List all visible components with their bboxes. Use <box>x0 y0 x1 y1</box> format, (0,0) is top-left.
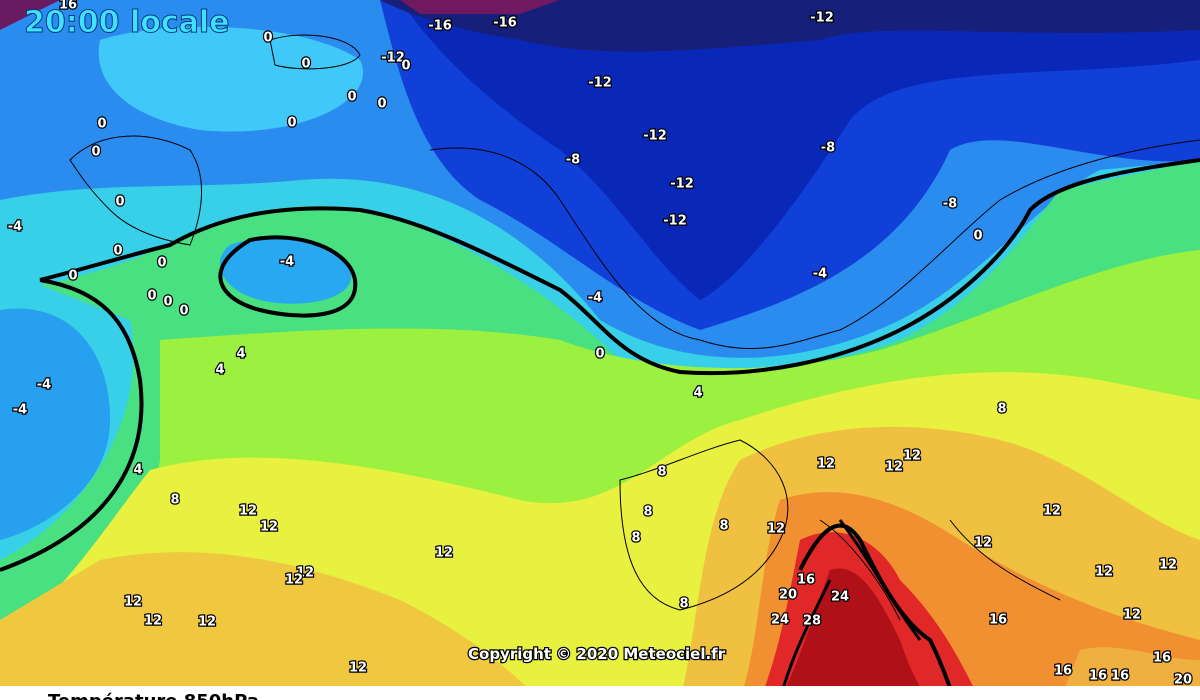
contour-label: 12 <box>903 449 921 464</box>
contour-label: 0 <box>377 97 386 112</box>
contour-label: 12 <box>260 520 278 535</box>
contour-label: 0 <box>163 295 172 310</box>
contour-label: 16 <box>59 0 77 13</box>
contour-label: 16 <box>1089 669 1107 684</box>
contour-label: 4 <box>133 463 142 478</box>
contour-label: 4 <box>693 386 702 401</box>
contour-label: -4 <box>37 378 51 393</box>
contour-label: -8 <box>943 197 957 212</box>
contour-label: 24 <box>831 590 849 605</box>
contour-label: 8 <box>643 505 652 520</box>
contour-label: 0 <box>347 90 356 105</box>
contour-label: -12 <box>670 177 694 192</box>
contour-label: 8 <box>719 519 728 534</box>
contour-label: 0 <box>401 59 410 74</box>
contour-label: 0 <box>91 145 100 160</box>
contour-label: 12 <box>817 457 835 472</box>
contour-label: 20 <box>1174 673 1192 688</box>
contour-label: 0 <box>147 289 156 304</box>
contour-label: -12 <box>588 76 612 91</box>
contour-label: 12 <box>124 595 142 610</box>
contour-label: 28 <box>803 614 821 629</box>
contour-label: -16 <box>428 19 452 34</box>
contour-label: 16 <box>797 573 815 588</box>
contour-label: 16 <box>1054 664 1072 679</box>
contour-label: 8 <box>997 402 1006 417</box>
footer-title: Température 850hPa <box>48 691 259 700</box>
contour-label: -12 <box>810 11 834 26</box>
contour-label: 12 <box>198 615 216 630</box>
contour-label: 0 <box>97 117 106 132</box>
contour-label: 8 <box>657 465 666 480</box>
contour-label: 16 <box>989 613 1007 628</box>
contour-label: 0 <box>179 304 188 319</box>
contour-label: 8 <box>170 493 179 508</box>
contour-label: 0 <box>287 116 296 131</box>
zero-isotherm <box>0 158 1200 700</box>
contour-label: 12 <box>974 536 992 551</box>
contour-label: 0 <box>68 269 77 284</box>
contour-label: 0 <box>157 256 166 271</box>
contour-label: -16 <box>493 16 517 31</box>
contour-label: 12 <box>296 566 314 581</box>
contour-label: 12 <box>767 522 785 537</box>
contour-label: 16 <box>1111 669 1129 684</box>
contour-label: -12 <box>381 51 405 66</box>
contour-label: -12 <box>643 129 667 144</box>
contour-label: 12 <box>349 661 367 676</box>
contour-label: 12 <box>1159 558 1177 573</box>
contour-label: -4 <box>588 291 602 306</box>
contour-label: 0 <box>595 347 604 362</box>
contour-label: 4 <box>215 363 224 378</box>
contour-label: 12 <box>435 546 453 561</box>
contour-label: 0 <box>115 195 124 210</box>
contour-label: 16 <box>1153 651 1171 666</box>
contour-label: 12 <box>1095 565 1113 580</box>
contour-label: 8 <box>631 531 640 546</box>
contour-label: 8 <box>679 597 688 612</box>
contour-label: 0 <box>301 57 310 72</box>
contour-label: 12 <box>239 504 257 519</box>
contour-label: -8 <box>566 153 580 168</box>
copyright: Copyright © 2020 Meteociel.fr <box>468 645 726 663</box>
contour-label: 12 <box>1123 608 1141 623</box>
contour-label: 12 <box>285 573 303 588</box>
contour-labels: 16 -16 -16 -12 -12 -12 -12 -12 -12 -8 -8 -8 -4 -4 -4 -4… <box>7 0 1194 689</box>
contour-label: 20 <box>779 588 797 603</box>
footer-band <box>0 686 1200 700</box>
contour-label: 0 <box>113 244 122 259</box>
contour-label: 4 <box>236 347 245 362</box>
contour-label: 12 <box>885 460 903 475</box>
contour-label: 24 <box>771 613 789 628</box>
coastlines <box>69 34 1200 621</box>
contour-label: -4 <box>13 403 27 418</box>
contour-label: -8 <box>821 141 835 156</box>
contour-label: 0 <box>263 31 272 46</box>
contour-label: -4 <box>280 255 294 270</box>
contour-label: 0 <box>973 229 982 244</box>
time-label: 20:00 locale <box>24 5 230 40</box>
contour-label: -12 <box>663 214 687 229</box>
contour-label: 12 <box>144 614 162 629</box>
contour-label: 12 <box>1043 504 1061 519</box>
contour-label: -4 <box>8 220 22 235</box>
contour-label: -4 <box>813 267 827 282</box>
